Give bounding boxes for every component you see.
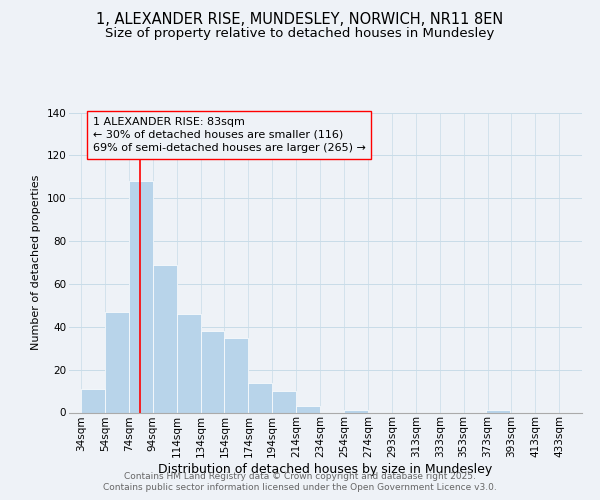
Bar — [344, 410, 368, 412]
Bar — [153, 264, 176, 412]
X-axis label: Distribution of detached houses by size in Mundesley: Distribution of detached houses by size … — [158, 463, 493, 476]
Text: Contains public sector information licensed under the Open Government Licence v3: Contains public sector information licen… — [103, 484, 497, 492]
Text: 1, ALEXANDER RISE, MUNDESLEY, NORWICH, NR11 8EN: 1, ALEXANDER RISE, MUNDESLEY, NORWICH, N… — [97, 12, 503, 28]
Y-axis label: Number of detached properties: Number of detached properties — [31, 175, 41, 350]
Bar — [176, 314, 200, 412]
Bar — [272, 391, 296, 412]
Text: Size of property relative to detached houses in Mundesley: Size of property relative to detached ho… — [106, 28, 494, 40]
Bar — [248, 382, 272, 412]
Text: 1 ALEXANDER RISE: 83sqm
← 30% of detached houses are smaller (116)
69% of semi-d: 1 ALEXANDER RISE: 83sqm ← 30% of detache… — [93, 117, 366, 153]
Bar — [224, 338, 248, 412]
Bar — [105, 312, 129, 412]
Bar — [129, 181, 153, 412]
Text: Contains HM Land Registry data © Crown copyright and database right 2025.: Contains HM Land Registry data © Crown c… — [124, 472, 476, 481]
Bar — [296, 406, 320, 412]
Bar — [200, 331, 224, 412]
Bar — [487, 410, 510, 412]
Bar — [81, 389, 105, 412]
